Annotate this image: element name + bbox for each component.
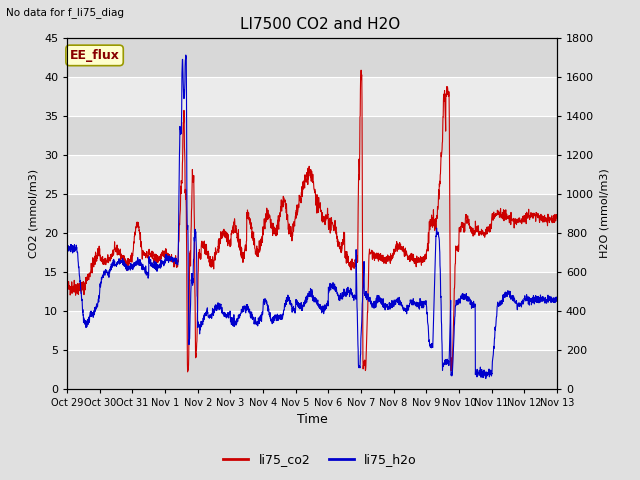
Text: No data for f_li75_diag: No data for f_li75_diag — [6, 7, 124, 18]
Bar — [67, 194, 557, 233]
Y-axis label: CO2 (mmol/m3): CO2 (mmol/m3) — [29, 169, 38, 258]
Bar — [67, 116, 557, 155]
Bar — [67, 233, 557, 272]
X-axis label: Time: Time — [296, 413, 328, 426]
Text: EE_flux: EE_flux — [70, 49, 120, 62]
Bar — [67, 272, 557, 311]
Bar — [67, 77, 557, 116]
Bar — [67, 38, 557, 77]
Text: LI7500 CO2 and H2O: LI7500 CO2 and H2O — [240, 17, 400, 32]
Y-axis label: H2O (mmol/m3): H2O (mmol/m3) — [600, 169, 609, 258]
Bar — [67, 311, 557, 350]
Bar — [67, 155, 557, 194]
Bar — [67, 350, 557, 389]
Legend: li75_co2, li75_h2o: li75_co2, li75_h2o — [218, 448, 422, 471]
